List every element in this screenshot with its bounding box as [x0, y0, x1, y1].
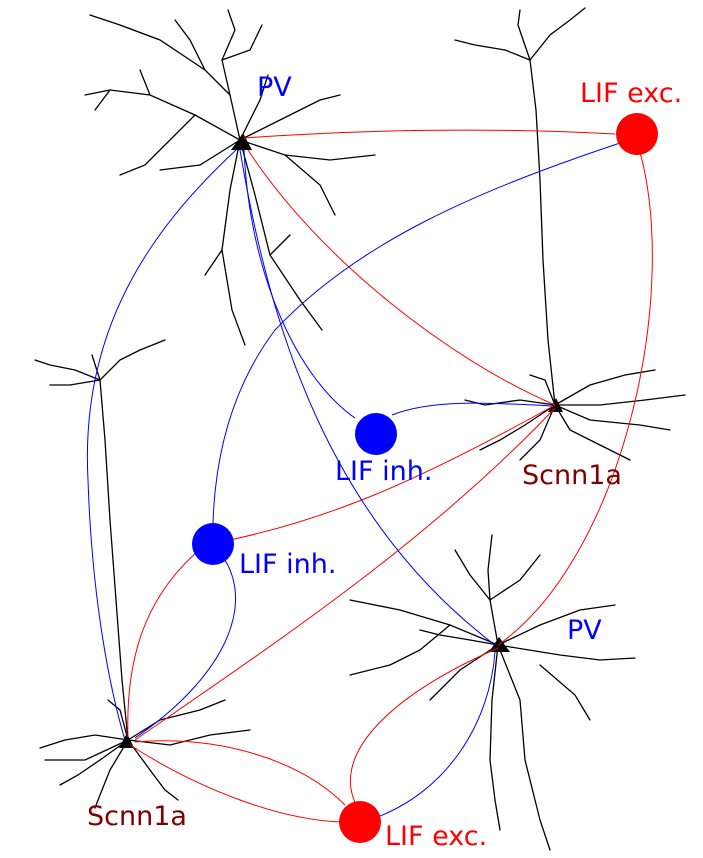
pv-soma-top	[231, 133, 252, 150]
scnn1a-label-left: Scnn1a	[87, 801, 187, 832]
scnn1a-label-right: Scnn1a	[522, 460, 622, 491]
lif-exc-label-bottom: LIF exc.	[385, 821, 488, 852]
lif-inh-node-center	[355, 413, 397, 455]
lif-exc-label-top: LIF exc.	[580, 78, 683, 109]
scnn1a-soma-left	[119, 733, 134, 748]
lif-inh-label-left: LIF inh.	[239, 549, 337, 580]
lif-exc-node-top	[616, 113, 658, 155]
lif-inh-label-center: LIF inh.	[335, 456, 433, 487]
excitatory-connections	[127, 129, 653, 823]
inhibitory-connections	[86, 142, 621, 819]
scnn1a-neuron-right	[454, 7, 686, 461]
pv-label-top: PV	[257, 72, 292, 103]
scnn1a-neuron-left	[34, 339, 251, 809]
lif-exc-node-bottom	[339, 801, 381, 843]
pv-label-bottom: PV	[567, 615, 602, 646]
lif-inh-node-left	[192, 523, 234, 565]
pv-neuron-bottom	[349, 534, 636, 851]
scnn1a-soma-right	[548, 398, 563, 412]
pv-neuron-top	[84, 9, 376, 346]
